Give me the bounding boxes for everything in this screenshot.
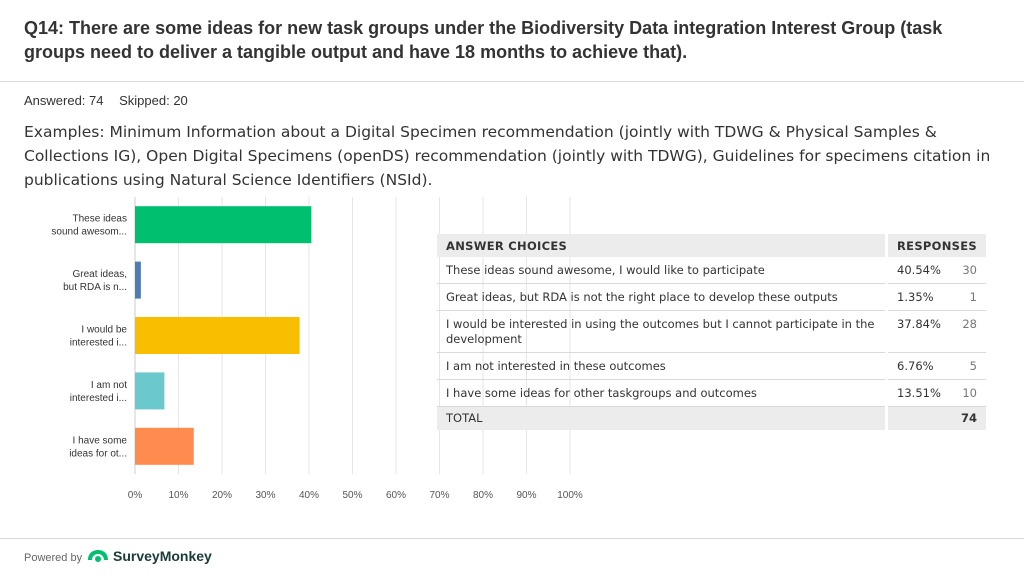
- table-row: Great ideas, but RDA is not the right pl…: [437, 283, 986, 311]
- response-count: 5: [947, 352, 986, 380]
- question-title: Q14: There are some ideas for new task g…: [24, 18, 943, 62]
- powered-by-label: Powered by: [24, 552, 83, 564]
- surveymonkey-logo: SurveyMonkey: [86, 548, 212, 564]
- x-tick-label: 50%: [342, 490, 362, 501]
- category-label: These ideas sound awesom...: [51, 214, 127, 238]
- x-tick-label: 80%: [473, 490, 493, 501]
- answer-choice: I have some ideas for other taskgroups a…: [437, 379, 887, 407]
- monkey-logo-icon: [88, 550, 108, 562]
- table-body: These ideas sound awesome, I would like …: [437, 257, 986, 430]
- x-tick-label: 0%: [128, 490, 143, 501]
- table-row: I have some ideas for other taskgroups a…: [437, 379, 986, 407]
- answered-count: Answered: 74: [24, 93, 104, 108]
- answer-choice: I would be interested in using the outco…: [437, 310, 887, 353]
- x-tick-label: 20%: [212, 490, 232, 501]
- divider: [0, 81, 1024, 82]
- category-label: I would be interested i...: [70, 325, 128, 349]
- response-stats: Answered: 74 Skipped: 20: [24, 93, 200, 108]
- response-percent: 40.54%: [885, 257, 948, 284]
- response-count: 10: [947, 379, 986, 407]
- x-tick-label: 40%: [299, 490, 319, 501]
- table-row: I am not interested in these outcomes 6.7…: [437, 352, 986, 380]
- table-row: I would be interested in using the outco…: [437, 310, 986, 353]
- brand-name: SurveyMonkey: [113, 548, 212, 564]
- x-tick-label: 10%: [168, 490, 188, 501]
- response-percent: 37.84%: [885, 310, 948, 353]
- response-count: 28: [947, 310, 986, 353]
- responses-table: ANSWER CHOICES RESPONSES These ideas sou…: [437, 234, 986, 430]
- total-value: 74: [947, 406, 986, 430]
- total-label: TOTAL: [437, 406, 887, 430]
- total-spacer: [885, 406, 948, 430]
- table-row: These ideas sound awesome, I would like …: [437, 257, 986, 284]
- total-row: TOTAL 74: [437, 406, 986, 430]
- x-tick-label: 60%: [386, 490, 406, 501]
- bar: [135, 372, 165, 410]
- bar: [135, 261, 141, 299]
- header-answer-choices: ANSWER CHOICES: [437, 234, 887, 257]
- category-label: Great ideas, but RDA is n...: [63, 269, 127, 293]
- response-percent: 6.76%: [885, 352, 948, 380]
- category-label: I have some ideas for ot...: [69, 435, 127, 459]
- answer-choice: These ideas sound awesome, I would like …: [437, 257, 887, 284]
- bar: [135, 427, 194, 465]
- x-tick-label: 30%: [255, 490, 275, 501]
- bar: [135, 317, 300, 354]
- category-label: I am not interested i...: [70, 380, 127, 404]
- bar: [135, 206, 312, 244]
- x-tick-label: 70%: [429, 490, 449, 501]
- response-percent: 13.51%: [885, 379, 948, 407]
- table-header-row: ANSWER CHOICES RESPONSES: [437, 234, 986, 257]
- footer-divider: [0, 538, 1024, 539]
- answer-choice: I am not interested in these outcomes: [437, 352, 887, 380]
- response-count: 30: [947, 257, 986, 284]
- answer-choice: Great ideas, but RDA is not the right pl…: [437, 283, 887, 311]
- x-tick-label: 100%: [557, 490, 583, 501]
- header-responses: RESPONSES: [885, 234, 986, 257]
- skipped-count: Skipped: 20: [119, 93, 188, 108]
- question-description: Examples: Minimum Information about a Di…: [24, 123, 991, 189]
- response-percent: 1.35%: [885, 283, 948, 311]
- x-tick-label: 90%: [516, 490, 536, 501]
- response-count: 1: [947, 283, 986, 311]
